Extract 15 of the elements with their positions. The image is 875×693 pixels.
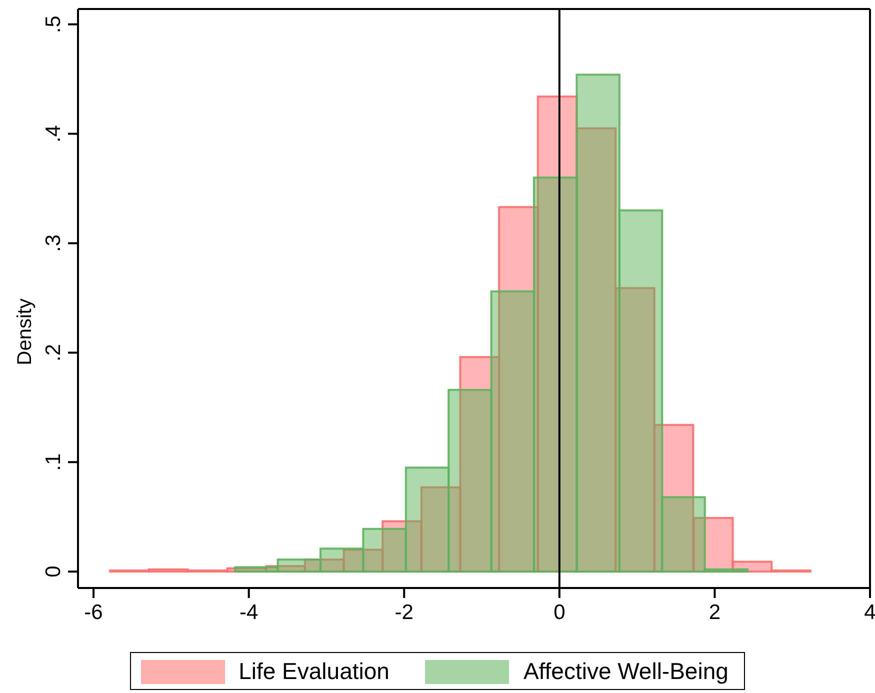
x-tick-label: 4 — [864, 600, 875, 624]
y-tick-label: .5 — [42, 16, 65, 34]
x-tick-label: -6 — [84, 600, 103, 624]
y-axis-title: Density — [14, 298, 36, 366]
y-tick-label: .1 — [42, 453, 65, 471]
legend-label: Affective Well-Being — [523, 658, 728, 685]
legend-label: Life Evaluation — [238, 658, 390, 685]
x-tick-label: 2 — [708, 600, 721, 624]
y-tick-label: 0 — [42, 566, 65, 578]
y-tick-label: .3 — [42, 234, 65, 252]
x-tick-label: 0 — [554, 600, 566, 624]
y-tick-label: .2 — [42, 344, 65, 362]
x-tick-label: -4 — [239, 600, 258, 624]
x-tick-label: -2 — [394, 600, 414, 624]
y-tick-label: .4 — [42, 124, 65, 143]
